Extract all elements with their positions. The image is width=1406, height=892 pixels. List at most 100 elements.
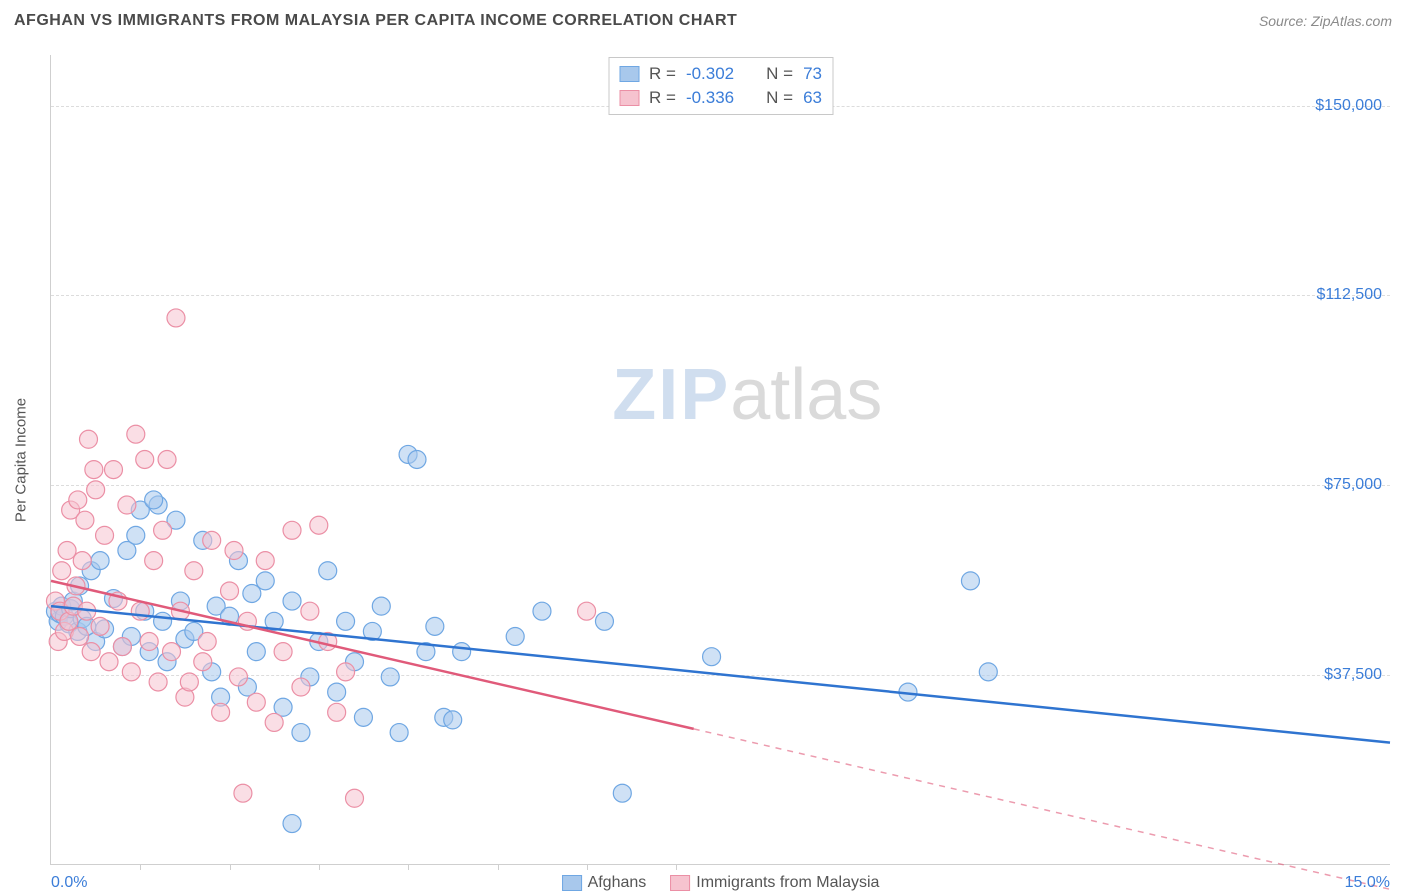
data-point [372,597,390,615]
series-swatch [619,66,639,82]
trend-line-dashed [694,729,1390,889]
data-point [131,602,149,620]
data-point [247,693,265,711]
data-point [533,602,551,620]
stat-R-label: R = [649,86,676,110]
stat-N-label: N = [766,62,793,86]
data-point [292,678,310,696]
data-point [149,673,167,691]
header: AFGHAN VS IMMIGRANTS FROM MALAYSIA PER C… [14,12,1392,30]
data-point [167,309,185,327]
legend-swatch [562,875,582,891]
stats-legend-box: R = -0.302 N = 73R = -0.336 N = 63 [608,57,833,115]
legend-swatch [670,875,690,891]
x-tick [676,864,677,870]
data-point [346,789,364,807]
data-point [292,724,310,742]
data-point [274,643,292,661]
source-attribution: Source: ZipAtlas.com [1259,13,1392,29]
data-point [256,572,274,590]
stats-row: R = -0.336 N = 63 [619,86,822,110]
data-point [328,703,346,721]
data-point [79,430,97,448]
data-point [979,663,997,681]
data-point [301,602,319,620]
data-point [506,627,524,645]
data-point [76,511,94,529]
stat-R-value: -0.336 [686,86,734,110]
x-tick [319,864,320,870]
data-point [91,552,109,570]
data-point [73,552,91,570]
data-point [234,784,252,802]
data-point [180,673,198,691]
data-point [127,526,145,544]
series-swatch [619,90,639,106]
data-point [194,653,212,671]
data-point [225,542,243,560]
data-point [122,663,140,681]
data-point [426,617,444,635]
data-point [390,724,408,742]
data-point [104,461,122,479]
data-point [283,815,301,833]
legend-item: Afghans [562,874,647,892]
data-point [203,531,221,549]
data-point [69,491,87,509]
data-point [337,612,355,630]
data-point [212,703,230,721]
x-tick [498,864,499,870]
data-point [256,552,274,570]
data-point [453,643,471,661]
data-point [118,496,136,514]
stat-N-label: N = [766,86,793,110]
x-tick [408,864,409,870]
data-point [145,491,163,509]
chart-svg [51,55,1390,864]
data-point [310,516,328,534]
x-tick [140,864,141,870]
x-tick [230,864,231,870]
stat-N-value: 73 [803,62,822,86]
legend-label: Immigrants from Malaysia [696,874,879,892]
data-point [613,784,631,802]
data-point [283,592,301,610]
data-point [91,617,109,635]
x-axis-min-label: 0.0% [51,874,87,892]
data-point [229,668,247,686]
x-axis-max-label: 15.0% [1345,874,1390,892]
data-point [71,627,89,645]
series-legend: Afghans Immigrants from Malaysia [562,874,880,892]
data-point [961,572,979,590]
data-point [354,708,372,726]
stat-R-value: -0.302 [686,62,734,86]
data-point [247,643,265,661]
data-point [158,451,176,469]
data-point [85,461,103,479]
x-tick [587,864,588,870]
data-point [140,633,158,651]
data-point [136,451,154,469]
data-point [578,602,596,620]
data-point [319,562,337,580]
data-point [221,582,239,600]
data-point [58,542,76,560]
data-point [283,521,301,539]
data-point [198,633,216,651]
data-point [82,643,100,661]
data-point [154,521,172,539]
data-point [163,643,181,661]
data-point [113,638,131,656]
data-point [127,425,145,443]
stat-N-value: 63 [803,86,822,110]
y-axis-title: Per Capita Income [13,397,30,521]
stats-row: R =-0.302N =73 [619,62,822,86]
legend-label: Afghans [588,874,647,892]
chart-title: AFGHAN VS IMMIGRANTS FROM MALAYSIA PER C… [14,12,737,30]
data-point [381,668,399,686]
data-point [53,562,71,580]
data-point [265,713,283,731]
data-point [444,711,462,729]
legend-item: Immigrants from Malaysia [670,874,879,892]
data-point [328,683,346,701]
